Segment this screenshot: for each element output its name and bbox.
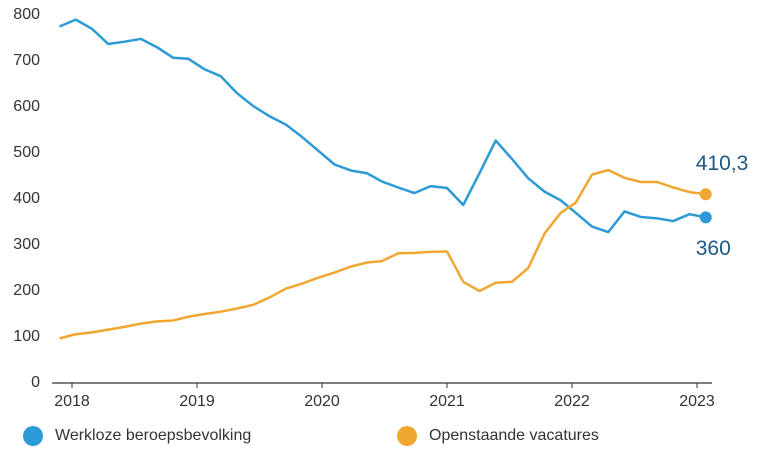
end-point xyxy=(699,188,712,201)
legend-swatch xyxy=(23,426,43,446)
y-tick-label: 100 xyxy=(13,328,40,345)
x-tick-label: 2022 xyxy=(554,393,590,410)
x-tick-label: 2021 xyxy=(429,393,465,410)
x-tick-label: 2023 xyxy=(679,393,715,410)
y-tick-label: 0 xyxy=(31,374,40,391)
x-tick-label: 2018 xyxy=(54,393,90,410)
y-tick-label: 600 xyxy=(13,98,40,115)
y-tick-label: 300 xyxy=(13,236,40,253)
x-tick-label: 2019 xyxy=(179,393,215,410)
series-line xyxy=(59,18,706,234)
legend-label: Openstaande vacatures xyxy=(429,427,599,444)
end-label: 410,3 xyxy=(696,152,749,175)
end-label: 360 xyxy=(696,237,731,260)
legend-label: Werkloze beroepsbevolking xyxy=(55,427,251,444)
y-tick-label: 700 xyxy=(13,52,40,69)
end-point xyxy=(699,211,712,224)
x-tick-label: 2020 xyxy=(304,393,340,410)
y-tick-label: 800 xyxy=(13,6,40,23)
legend-swatch xyxy=(397,426,417,446)
y-tick-label: 500 xyxy=(13,144,40,161)
y-tick-label: 400 xyxy=(13,190,40,207)
y-tick-label: 200 xyxy=(13,282,40,299)
series-line xyxy=(59,168,706,340)
